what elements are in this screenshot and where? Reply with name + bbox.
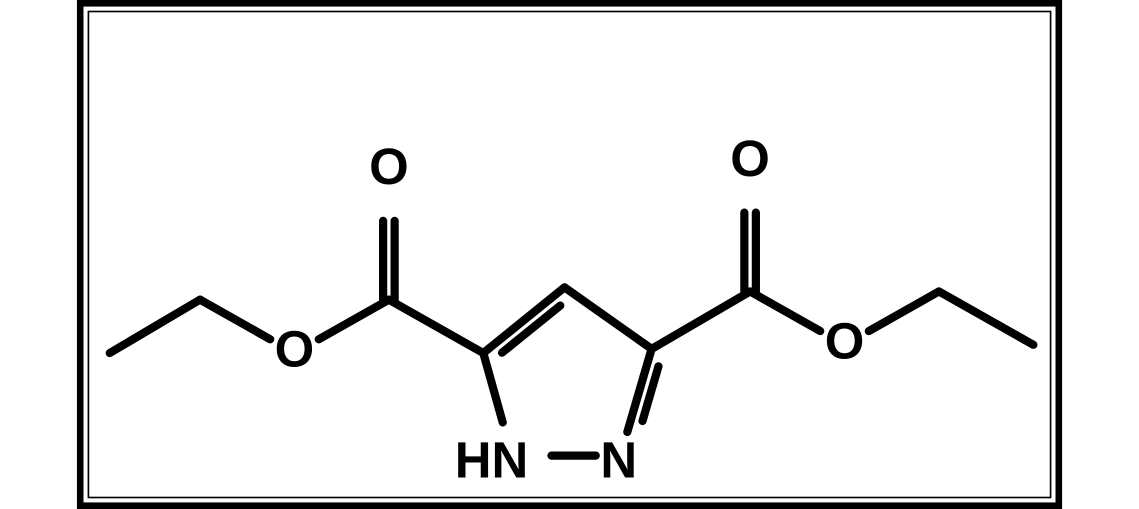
structure-svg: O O HN N O O [0,0,1139,509]
atom-label: O [369,138,409,195]
atom-label: N [600,431,637,488]
inner-border [88,11,1050,497]
chemical-structure-diagram: O O HN N O O [0,0,1139,509]
atom-label: O [730,130,770,187]
bonds-group [110,213,1034,456]
atom-label: HN [455,431,529,488]
atom-label: O [275,320,315,377]
atom-label: O [825,312,865,369]
outer-border [80,3,1059,505]
